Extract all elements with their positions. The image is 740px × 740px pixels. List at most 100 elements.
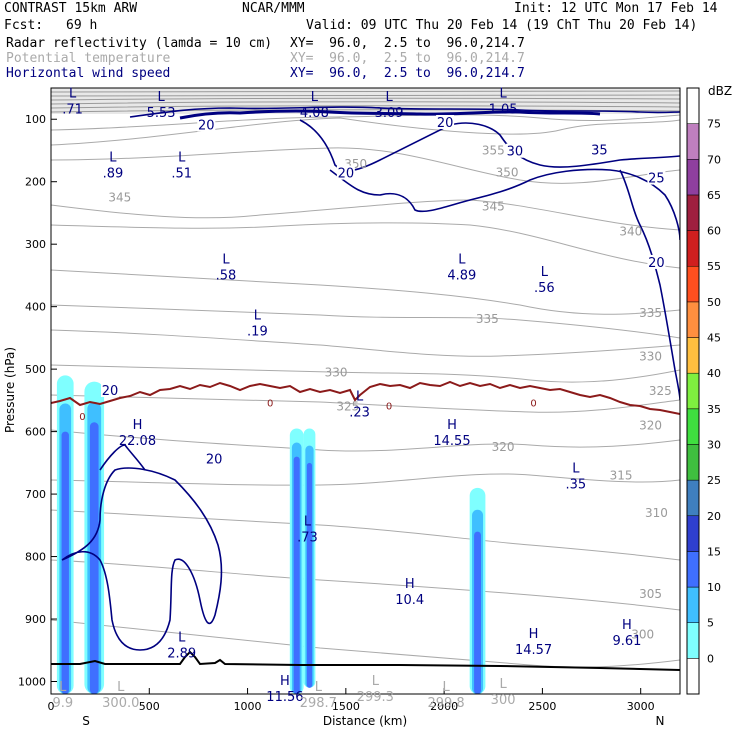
low-marker: L [499, 677, 507, 692]
theta-label: 345 [108, 190, 131, 204]
extremum-value: .35 [565, 478, 586, 493]
theta-label: 335 [639, 306, 662, 320]
wind-label: 20 [102, 384, 119, 399]
theta-label: 310 [645, 506, 668, 520]
colorbar-swatch [686, 265, 700, 303]
extremum-value: 1.05 [489, 103, 518, 118]
wind-label-bg [336, 165, 355, 180]
extremum-value: 11.56 [266, 690, 303, 705]
low-marker: L [69, 87, 77, 102]
x-tick-label: 1500 [332, 700, 360, 713]
field-theta-name: Potential temperature [6, 51, 171, 66]
x-axis-label: Distance (km) [323, 714, 407, 728]
wind-label: 20 [648, 256, 665, 271]
high-marker: H [447, 418, 457, 433]
colorbar-label: 35 [707, 403, 721, 416]
radar-cell-15dbz [293, 456, 300, 694]
radar-cell-15dbz [474, 531, 482, 694]
colorbar-swatch [686, 372, 700, 410]
y-tick-label: 100 [25, 113, 46, 126]
low-marker: L [499, 87, 507, 102]
y-tick-label: 900 [25, 613, 46, 626]
colorbar-swatch [686, 658, 700, 695]
wind-label: 35 [591, 143, 608, 158]
extremum-value: 5.53 [147, 106, 176, 121]
theta-contour [51, 147, 680, 184]
zero-line-label: 0 [79, 412, 85, 423]
theta-label: 325 [649, 384, 672, 398]
theta-contour-upper [51, 105, 680, 109]
y-tick-label: 200 [25, 176, 46, 189]
theta-contour [51, 509, 680, 561]
high-marker: H [133, 418, 143, 433]
colorbar-swatch [686, 87, 700, 124]
colorbar-swatch [686, 444, 700, 481]
x-tick-label: 0 [48, 700, 55, 713]
theta-label: 320 [492, 440, 515, 454]
radar-cell-15dbz [306, 462, 313, 688]
extremum-value: .56 [534, 281, 555, 296]
colorbar-label: 70 [707, 153, 721, 166]
theta-contour [51, 559, 680, 611]
high-marker: H [529, 627, 539, 642]
y-tick-label: 500 [25, 363, 46, 376]
wind-label-bg [100, 383, 119, 397]
axis-layer: 0 500 1000 1500 2000 2500 30001002003004005006… [18, 113, 655, 713]
colorbar-swatch [686, 159, 700, 196]
x-tick-label: 2000 [430, 700, 458, 713]
y-tick-label: 700 [25, 488, 46, 501]
colorbar-swatch [686, 479, 700, 517]
wind-label-bg [197, 117, 216, 132]
theta-contour [51, 429, 680, 452]
theta-contour [51, 364, 680, 383]
extremum-value: 4.89 [447, 268, 476, 283]
wind-contour [129, 106, 680, 118]
extremum-value: .58 [216, 268, 237, 283]
field-radar-name: Radar reflectivity (lamda = 10 cm) [6, 36, 273, 51]
low-marker: L [356, 390, 364, 405]
colorbar-label: 60 [707, 225, 721, 238]
radar-layer [56, 375, 486, 694]
low-marker: L [315, 680, 323, 695]
wind-contour [99, 444, 146, 471]
theta-label: 330 [325, 365, 348, 379]
x-tick-label: 3000 [627, 700, 655, 713]
low-marker: L [541, 265, 549, 280]
low-marker: L [157, 90, 165, 105]
extremum-value: .71 [62, 103, 83, 118]
low-marker: L [442, 680, 450, 695]
theta-label: 355 [482, 143, 505, 157]
x-left-end-label: S [82, 714, 90, 728]
theta-contour [51, 114, 680, 131]
theta-contour-upper [51, 101, 680, 105]
low-marker: L [222, 252, 230, 267]
wind-label-bg [505, 143, 524, 158]
extremum-value: 22.08 [119, 434, 156, 449]
colorbar-label: 45 [707, 332, 721, 345]
colorbar-swatch [686, 194, 700, 231]
theta-label: 305 [639, 587, 662, 601]
high-marker: H [405, 577, 415, 592]
wind-label: 20 [437, 116, 454, 131]
extremum-value: .19 [247, 325, 268, 340]
colorbar-swatch [686, 123, 700, 160]
low-marker: L [304, 515, 312, 530]
low-marker: L [178, 150, 186, 165]
zero-line [51, 380, 680, 415]
theta-label: 335 [476, 312, 499, 326]
valid-time: Valid: 09 UTC Thu 20 Feb 14 (19 ChT Thu … [306, 18, 698, 33]
high-marker: H [622, 618, 632, 633]
plot-frame [50, 87, 681, 695]
colorbar: 0 5 10 15 20 25 30 35 40 45 50 55 60 65 70 75 [686, 87, 721, 695]
extremum-value: 10.4 [395, 593, 424, 608]
radar-cell-15dbz [89, 422, 99, 694]
extremum-value: 4.08 [300, 106, 329, 121]
extremum-value: 299.3 [357, 690, 394, 705]
zero-line-label: 0 [267, 398, 273, 409]
x-right-end-label: N [656, 714, 665, 728]
wind-label-bg [647, 254, 666, 269]
colorbar-label: 5 [707, 617, 714, 630]
theta-contour [51, 117, 680, 146]
terrain-line [51, 650, 680, 671]
